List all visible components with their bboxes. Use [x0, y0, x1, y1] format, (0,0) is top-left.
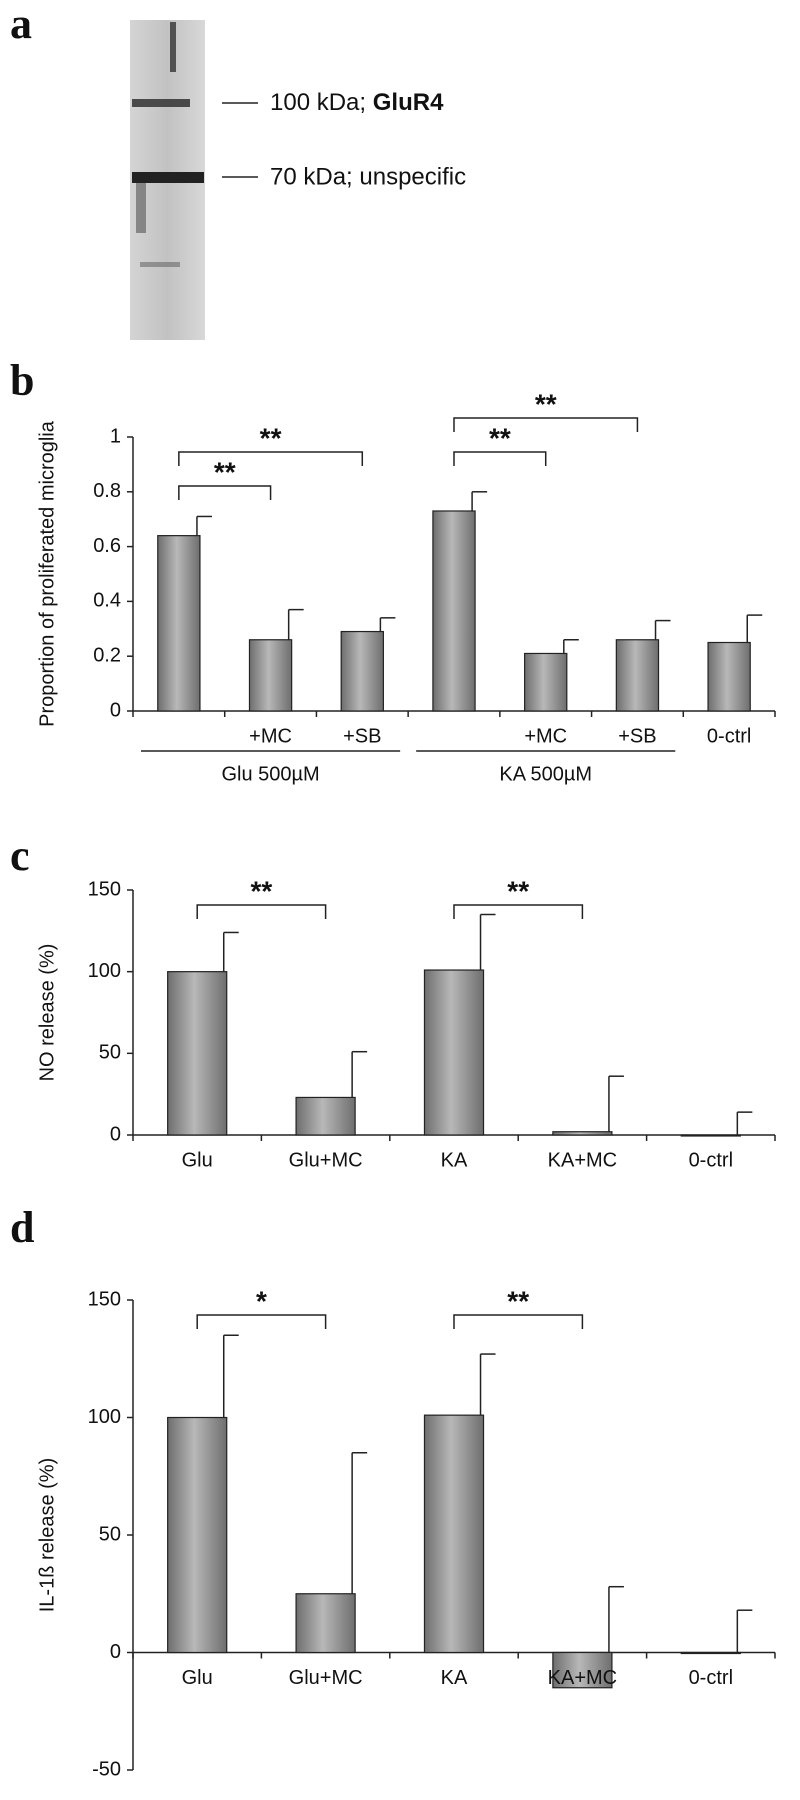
marker-label: 70 kDa; unspecific — [270, 163, 466, 190]
y-tick-label: 0 — [110, 699, 121, 721]
y-tick-label: 100 — [88, 960, 121, 982]
significance-label: ** — [535, 388, 557, 419]
bar — [423, 969, 485, 1136]
x-tick-label: Glu — [182, 1667, 213, 1689]
y-tick-label: 150 — [88, 878, 121, 900]
x-tick-label: Glu+MC — [289, 1149, 363, 1171]
group-label: Glu 500µM — [221, 763, 319, 785]
significance-bracket — [196, 1314, 327, 1329]
y-tick-label: 0 — [110, 1123, 121, 1145]
bar — [680, 1651, 741, 1655]
marker-size: 100 kDa; — [270, 89, 373, 116]
y-tick-label: 50 — [99, 1042, 121, 1064]
y-tick-label: 1 — [110, 425, 121, 447]
marker-label: 100 kDa; GluR4 — [270, 89, 444, 116]
significance-label: ** — [260, 422, 282, 453]
marker-protein: GluR4 — [373, 89, 444, 116]
x-tick-label: +SB — [343, 725, 381, 747]
bar — [552, 1131, 613, 1136]
western-blot — [130, 20, 205, 340]
y-tick-label: 0 — [110, 1641, 121, 1663]
x-tick-label: +MC — [249, 725, 292, 747]
y-tick-label: -50 — [92, 1758, 121, 1780]
panel-label: c — [10, 831, 30, 880]
y-tick-label: 0.2 — [93, 644, 121, 666]
y-axis-label: NO release (%) — [36, 944, 58, 1082]
panel-label: b — [10, 356, 34, 405]
y-tick-label: 50 — [99, 1523, 121, 1545]
bar — [295, 1593, 356, 1654]
bar — [680, 1134, 741, 1137]
x-tick-label: KA+MC — [548, 1667, 617, 1689]
bar — [167, 1416, 228, 1654]
bar — [248, 639, 293, 712]
y-tick-label: 150 — [88, 1288, 121, 1310]
x-tick-label: 0-ctrl — [707, 725, 751, 747]
panel-label: d — [10, 1203, 34, 1252]
significance-bracket — [453, 1314, 584, 1329]
significance-bracket — [196, 904, 327, 919]
significance-label: ** — [214, 456, 236, 487]
x-tick-label: Glu — [182, 1149, 213, 1171]
significance-label: ** — [507, 1285, 529, 1316]
x-tick-label: KA — [441, 1149, 468, 1171]
significance-bracket — [453, 417, 639, 432]
significance-label: ** — [507, 875, 529, 906]
y-tick-label: 0.4 — [93, 590, 121, 612]
significance-bracket — [178, 451, 364, 466]
bar — [157, 535, 201, 712]
x-tick-label: +SB — [618, 725, 656, 747]
x-tick-label: KA — [441, 1667, 468, 1689]
significance-bracket — [453, 451, 547, 466]
bar — [615, 639, 660, 712]
y-tick-label: 0.6 — [93, 535, 121, 557]
significance-label: * — [256, 1285, 267, 1316]
y-tick-label: 100 — [88, 1406, 121, 1428]
bar — [167, 971, 228, 1136]
bar — [423, 1414, 485, 1654]
bar — [432, 510, 476, 712]
significance-label: ** — [251, 875, 273, 906]
y-axis-label: Proportion of proliferated microglia — [36, 420, 58, 727]
x-tick-label: +MC — [524, 725, 567, 747]
bar — [295, 1096, 356, 1136]
y-axis-label: IL-1ß release (%) — [36, 1458, 58, 1613]
group-label: KA 500µM — [499, 763, 592, 785]
bar — [707, 641, 751, 712]
significance-label: ** — [489, 422, 511, 453]
significance-bracket — [453, 904, 584, 919]
significance-bracket — [178, 485, 272, 500]
bar — [524, 652, 568, 712]
panel-label: a — [10, 0, 32, 48]
y-tick-label: 0.8 — [93, 480, 121, 502]
x-tick-label: KA+MC — [548, 1149, 617, 1171]
bar — [340, 630, 384, 712]
x-tick-label: 0-ctrl — [689, 1149, 733, 1171]
x-tick-label: 0-ctrl — [689, 1667, 733, 1689]
x-tick-label: Glu+MC — [289, 1667, 363, 1689]
bar — [552, 1651, 613, 1689]
